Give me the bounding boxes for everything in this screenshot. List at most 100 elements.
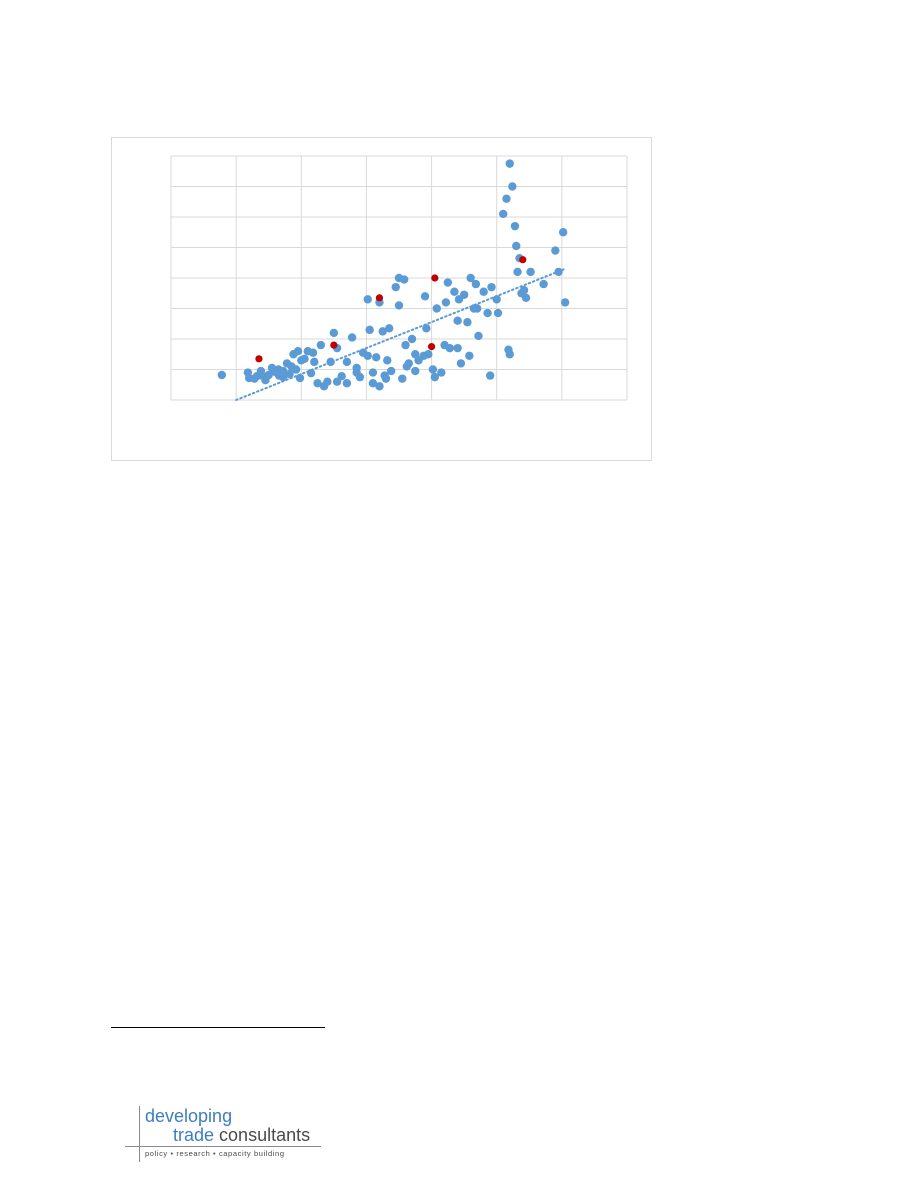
trendline (235, 267, 567, 401)
data-point (385, 324, 394, 333)
footnote-separator (111, 1027, 325, 1028)
data-point (472, 304, 482, 313)
data-point (419, 351, 428, 360)
highlighted-data-point (431, 274, 439, 282)
data-point (526, 267, 535, 277)
data-point (453, 316, 462, 325)
data-point (398, 374, 407, 383)
company-logo: developing trade consultants policy • re… (125, 1106, 325, 1162)
data-point (560, 298, 570, 307)
data-point (316, 340, 326, 350)
data-point (551, 246, 560, 255)
data-point (441, 298, 451, 307)
data-point (479, 287, 488, 296)
highlighted-data-point (427, 343, 436, 351)
data-point (391, 282, 400, 292)
data-point (486, 371, 495, 380)
chart-svg (170, 155, 628, 401)
highlighted-data-point (519, 256, 527, 264)
data-point (487, 282, 496, 292)
data-point (453, 343, 462, 353)
data-point (430, 372, 440, 382)
data-point (258, 371, 267, 380)
data-point (400, 275, 409, 284)
data-point (278, 372, 288, 382)
data-point (347, 333, 357, 342)
data-point (329, 328, 339, 338)
data-point (313, 379, 322, 388)
data-point (368, 368, 378, 377)
data-point (310, 357, 319, 367)
data-point (463, 318, 472, 327)
data-point (363, 351, 372, 360)
data-point (521, 293, 531, 303)
data-point (508, 182, 517, 191)
data-point (459, 290, 469, 299)
data-point (420, 292, 430, 301)
data-point (428, 365, 438, 374)
logo-vertical-line (139, 1106, 140, 1162)
data-point (297, 356, 306, 365)
data-point (474, 331, 483, 341)
data-point (411, 366, 420, 376)
data-point (306, 368, 316, 378)
data-point (466, 273, 475, 283)
data-point (342, 357, 352, 367)
data-point (505, 159, 514, 168)
logo-word-developing: developing (145, 1106, 233, 1126)
data-point (295, 373, 305, 383)
data-point (450, 287, 459, 296)
data-point (378, 327, 387, 336)
data-point (493, 308, 503, 318)
data-points (217, 159, 570, 391)
data-point (372, 353, 381, 362)
data-point (323, 377, 332, 386)
highlighted-data-point (255, 355, 263, 363)
data-point (352, 368, 361, 377)
data-point (483, 308, 492, 318)
highlighted-data-point (330, 341, 338, 349)
data-point (380, 371, 389, 380)
data-point (287, 362, 296, 371)
data-point (217, 370, 227, 380)
data-point (519, 286, 529, 295)
data-point (342, 379, 352, 388)
data-point (510, 221, 520, 231)
logo-tagline: policy • research • capacity building (145, 1149, 285, 1158)
data-point (332, 377, 342, 386)
data-point (440, 340, 449, 350)
data-point (383, 356, 392, 365)
data-point (308, 348, 318, 357)
data-point (274, 365, 283, 374)
logo-word-consultants: consultants (219, 1125, 311, 1145)
data-point (365, 325, 374, 335)
data-point (502, 194, 511, 203)
data-point (443, 278, 453, 287)
data-point (326, 357, 335, 367)
data-point (368, 379, 378, 388)
data-point (558, 228, 568, 237)
data-point (465, 351, 474, 360)
data-point (554, 267, 563, 277)
trendline (235, 267, 567, 401)
data-point (456, 359, 466, 368)
data-point (492, 295, 501, 304)
logo-line-2: trade consultants (173, 1126, 310, 1144)
data-point (432, 304, 441, 313)
scatter-chart (111, 137, 652, 461)
logo-horizontal-line (125, 1146, 321, 1147)
data-point (394, 301, 404, 310)
data-point (285, 369, 294, 379)
data-point (437, 368, 446, 377)
data-point (512, 241, 521, 251)
data-point (471, 279, 481, 289)
data-point (539, 279, 548, 289)
data-point (504, 345, 513, 354)
data-point (404, 359, 413, 368)
data-point (422, 324, 431, 333)
data-point (401, 340, 410, 350)
data-point (407, 334, 417, 344)
data-point (513, 267, 522, 277)
data-point (264, 370, 273, 380)
data-point (363, 295, 372, 304)
